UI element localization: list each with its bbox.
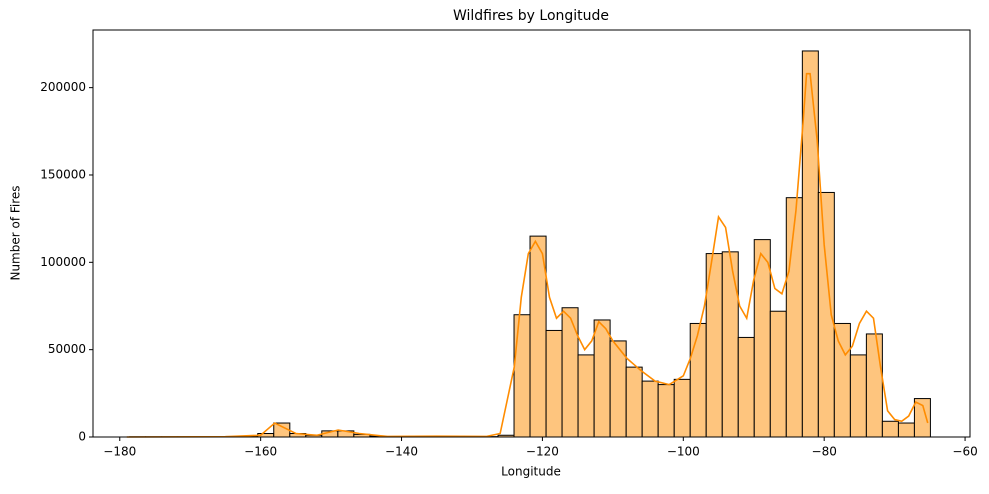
bar — [770, 311, 786, 437]
x-tick-label: −140 — [385, 445, 418, 459]
bar — [562, 308, 578, 437]
bar — [514, 315, 530, 437]
bar — [850, 355, 866, 437]
y-tick-label: 100000 — [40, 255, 86, 269]
y-axis-label: Number of Fires — [9, 185, 23, 280]
bar — [882, 421, 898, 437]
x-tick-label: −180 — [103, 445, 136, 459]
y-tick-label: 0 — [78, 430, 86, 444]
bar — [722, 252, 738, 437]
y-tick-label: 50000 — [48, 342, 86, 356]
bar — [866, 334, 882, 437]
bar — [738, 337, 754, 437]
bar — [578, 355, 594, 437]
y-tick-label: 150000 — [40, 167, 86, 181]
bar — [642, 381, 658, 437]
bar — [786, 198, 802, 437]
bar — [626, 367, 642, 437]
bar — [898, 423, 914, 437]
x-tick-label: −100 — [667, 445, 700, 459]
bar — [546, 330, 562, 437]
bar — [674, 379, 690, 437]
y-tick-label: 200000 — [40, 80, 86, 94]
bar — [914, 399, 930, 437]
x-tick-label: −80 — [812, 445, 837, 459]
x-tick-label: −160 — [244, 445, 277, 459]
bar — [690, 323, 706, 437]
x-tick-label: −120 — [526, 445, 559, 459]
x-tick-label: −60 — [952, 445, 977, 459]
bar — [834, 323, 850, 437]
bar — [594, 320, 610, 437]
chart-title: Wildfires by Longitude — [453, 8, 609, 24]
bar — [658, 385, 674, 437]
x-axis-label: Longitude — [501, 465, 561, 479]
